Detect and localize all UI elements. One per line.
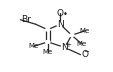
Circle shape bbox=[69, 34, 73, 37]
Text: +: + bbox=[65, 42, 71, 48]
Text: Me: Me bbox=[76, 41, 86, 47]
Text: O: O bbox=[81, 50, 88, 59]
Circle shape bbox=[56, 22, 63, 26]
Text: N: N bbox=[56, 20, 63, 29]
Circle shape bbox=[45, 28, 50, 31]
Text: Me: Me bbox=[28, 43, 38, 49]
Circle shape bbox=[61, 45, 68, 50]
Circle shape bbox=[45, 41, 50, 43]
Text: Br: Br bbox=[21, 15, 31, 24]
Text: N: N bbox=[61, 43, 67, 52]
Text: −: − bbox=[83, 49, 88, 55]
Text: •: • bbox=[62, 10, 67, 19]
Text: O: O bbox=[56, 9, 63, 18]
Text: Me: Me bbox=[79, 28, 89, 34]
Text: Me: Me bbox=[42, 49, 52, 55]
